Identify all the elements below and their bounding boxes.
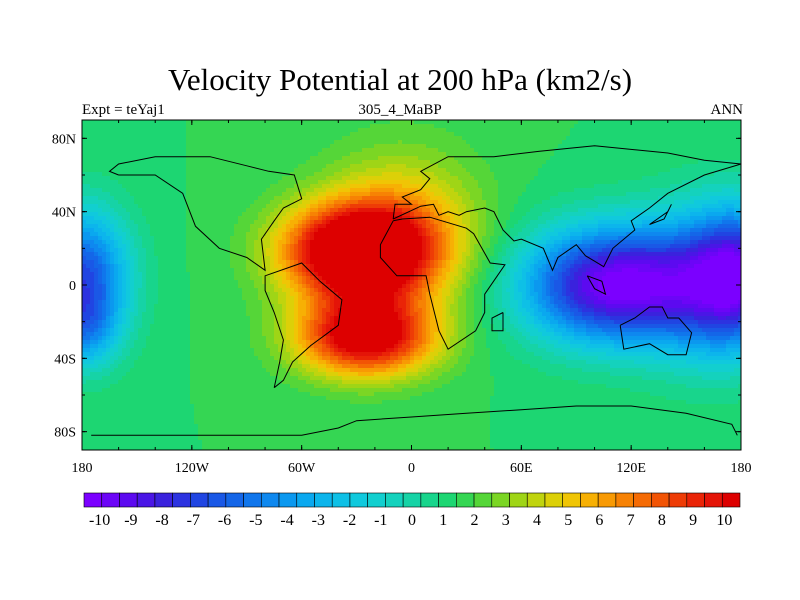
colorbar-label: -9: [124, 512, 137, 529]
x-tick-label: 60E: [510, 461, 533, 476]
y-tick-label: 40N: [52, 206, 76, 221]
colorbar-swatch: [721, 492, 741, 508]
coastline-3: [379, 216, 506, 350]
period-label: 305_4_MaBP: [358, 102, 442, 118]
y-tick-label: 80N: [52, 132, 76, 147]
colorbar-swatch: [633, 492, 652, 508]
colorbar-label: 1: [439, 512, 447, 529]
colorbar-swatch: [314, 492, 333, 508]
y-tick-label: 80S: [54, 426, 76, 441]
colorbar-label: 9: [689, 512, 697, 529]
coastline-2: [108, 156, 303, 272]
x-tick-label: 0: [408, 461, 415, 476]
colorbar-label: 5: [564, 512, 572, 529]
x-tick-label: 120W: [175, 461, 210, 476]
colorbar-swatch: [473, 492, 493, 508]
y-tick-label: 0: [69, 279, 76, 294]
colorbar-swatch: [402, 492, 422, 508]
colorbar-swatch: [207, 492, 227, 508]
colorbar-swatch: [385, 492, 404, 508]
colorbar-label: 10: [716, 512, 732, 529]
colorbar-label: -7: [187, 512, 200, 529]
colorbar-label: -3: [312, 512, 325, 529]
colorbar-swatch: [686, 492, 705, 508]
colorbar-swatch: [243, 492, 262, 508]
colorbar-swatch: [296, 492, 315, 508]
colorbar-label: -10: [89, 512, 110, 529]
colorbar-swatch: [526, 492, 546, 508]
colorbar-swatch: [668, 492, 688, 508]
colorbar-swatch: [562, 492, 581, 508]
colorbar-swatch: [420, 492, 439, 508]
colorbar-swatch: [83, 492, 103, 508]
coastlines: [91, 145, 742, 436]
coastline-0: [91, 405, 738, 436]
x-tick-label: 180: [731, 461, 752, 476]
coastline-7: [491, 312, 504, 332]
colorbar-label: 8: [658, 512, 666, 529]
contour-field: [82, 120, 742, 451]
colorbar-swatch: [509, 492, 528, 508]
colorbar-swatch: [349, 492, 368, 508]
colorbar-swatch: [136, 492, 156, 508]
colorbar-label: 6: [595, 512, 603, 529]
experiment-label: Expt = teYaj1: [82, 102, 165, 118]
colorbar-swatch: [190, 492, 209, 508]
y-tick-label: 40S: [54, 352, 76, 367]
colorbar-swatch: [651, 492, 670, 508]
colorbar-swatch: [615, 492, 634, 508]
colorbar-swatch: [278, 492, 298, 508]
map-axes: 180 120W 60W 0 60E 120E 180 80N 40N 0 40S 80S: [52, 120, 752, 476]
colorbar-swatch: [544, 492, 564, 508]
colorbar-label: 4: [533, 512, 541, 529]
colorbar-swatch: [172, 492, 191, 508]
colorbar-swatch: [119, 492, 138, 508]
colorbar-label: -6: [218, 512, 231, 529]
colorbar-swatch: [491, 492, 510, 508]
chart-title: Velocity Potential at 200 hPa (km2/s): [167, 62, 633, 97]
colorbar-label: -1: [374, 512, 387, 529]
colorbar-swatch: [154, 492, 173, 508]
coastline-4: [392, 145, 742, 272]
colorbar-swatch: [580, 492, 599, 508]
colorbar-swatch: [456, 492, 475, 508]
colorbar-swatch: [331, 492, 351, 508]
x-tick-label: 180: [72, 461, 93, 476]
colorbar-label: -4: [280, 512, 293, 529]
colorbar-swatch: [597, 492, 617, 508]
colorbar-swatch: [367, 492, 386, 508]
colorbar-label: 7: [627, 512, 635, 529]
coastline-6: [586, 275, 607, 296]
coastline-1: [264, 262, 343, 389]
colorbar-swatch: [101, 492, 120, 508]
coastline-8: [649, 204, 672, 225]
colorbar: -10 -9 -8 -7 -6 -5 -4 -3 -2 -1 0 1 2 3 4 5 6 7 8 9 10: [83, 492, 741, 529]
colorbar-label: 0: [408, 512, 416, 529]
colorbar-label: 3: [502, 512, 510, 529]
x-tick-label: 60W: [288, 461, 316, 476]
colorbar-label: -2: [343, 512, 356, 529]
coastline-5: [619, 306, 693, 356]
colorbar-label: -8: [155, 512, 168, 529]
colorbar-swatch: [225, 492, 244, 508]
season-label: ANN: [710, 102, 744, 118]
colorbar-swatch: [438, 492, 457, 508]
colorbar-label: 2: [470, 512, 478, 529]
colorbar-swatch: [260, 492, 280, 508]
colorbar-label: -5: [249, 512, 262, 529]
x-tick-label: 120E: [616, 461, 646, 476]
colorbar-swatch: [704, 492, 723, 508]
